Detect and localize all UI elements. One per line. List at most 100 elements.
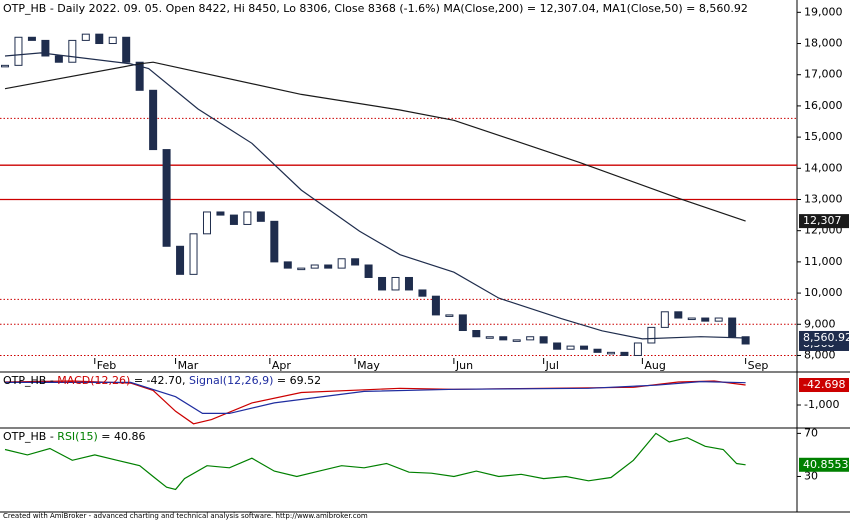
panel-title: OTP_HB - Daily 2022. 09. 05. Open 8422, … (3, 2, 748, 15)
candle (741, 336, 750, 345)
candle (539, 336, 548, 344)
candle (445, 314, 454, 317)
last-value-label: 8,560.92 (803, 331, 850, 344)
candle (108, 36, 117, 45)
candle (512, 339, 521, 342)
title-part: = 69.52 (273, 374, 321, 387)
candle (68, 39, 77, 63)
last-value-label: 12,307 (803, 214, 842, 227)
candle (310, 264, 319, 269)
candle (458, 314, 467, 332)
title-part: OTP_HB - (3, 374, 57, 387)
x-tick-label: Jun (455, 359, 473, 372)
last-value-label: -42.698 (803, 378, 845, 391)
candle (1, 64, 9, 68)
candle (485, 336, 494, 339)
last-value-box (799, 330, 849, 345)
title-part: Signal(12,26,9) (189, 374, 273, 387)
candle (149, 89, 158, 151)
candle (526, 336, 535, 341)
candle (243, 211, 252, 225)
y-tick-label: 19,000 (804, 5, 843, 18)
title-part: = -42.70, (130, 374, 189, 387)
line-series (4, 52, 746, 340)
candle (176, 245, 185, 275)
candle (728, 317, 737, 338)
candle (351, 258, 360, 266)
candle (633, 342, 642, 356)
y-tick-label: 14,000 (804, 161, 843, 174)
candle (593, 348, 602, 353)
candle (283, 261, 292, 269)
candle (674, 311, 683, 319)
candle (270, 220, 279, 263)
y-tick-label: 18,000 (804, 37, 843, 50)
line-series (4, 61, 746, 222)
candle (14, 36, 23, 66)
x-tick-label: Sep (748, 359, 769, 372)
x-tick-label: Feb (97, 359, 116, 372)
candle (620, 351, 629, 356)
candle (418, 289, 427, 297)
last-value-box (799, 378, 849, 393)
candle (364, 264, 373, 278)
candle (647, 326, 656, 344)
y-tick-label: 8,000 (804, 348, 836, 361)
candle (714, 317, 723, 322)
candle (701, 317, 710, 322)
candle (256, 211, 265, 222)
y-tick-label: 16,000 (804, 99, 843, 112)
candle (580, 345, 589, 350)
panel-title: OTP_HB - MACD(12,26) = -42.70, Signal(12… (3, 374, 321, 387)
title-part: OTP_HB - (3, 430, 57, 443)
candle (229, 214, 238, 225)
title-part: OTP_HB - Daily 2022. 09. 05. Open 8422, … (3, 2, 748, 15)
candle (378, 276, 387, 291)
candle (202, 211, 211, 235)
candle (687, 317, 696, 321)
last-value-box (799, 457, 849, 472)
y-tick-label: 13,000 (804, 192, 843, 205)
candle (135, 61, 144, 91)
candle (41, 39, 50, 57)
candle (54, 55, 63, 63)
candle (660, 311, 669, 328)
y-tick-label: 30 (804, 469, 818, 482)
candle (189, 233, 198, 275)
candle (324, 264, 333, 269)
footer: Created with AmiBroker - advanced charti… (3, 512, 368, 520)
x-tick-label: May (357, 359, 380, 372)
candle (391, 276, 400, 291)
candle (297, 267, 306, 271)
candle (404, 276, 413, 291)
y-tick-label: -1,000 (804, 398, 839, 411)
last-value-box (799, 214, 849, 229)
candle (606, 351, 615, 355)
candle (216, 211, 225, 216)
candle (499, 336, 508, 341)
candle (122, 36, 131, 63)
candle (81, 33, 90, 41)
y-tick-label: 70 (804, 426, 818, 439)
last-value-label: 40.8553 (803, 458, 849, 471)
candle (431, 295, 440, 316)
title-part: MACD(12,26) (57, 374, 130, 387)
candle (95, 33, 104, 45)
candle (553, 342, 562, 350)
candle (27, 36, 36, 41)
candle (162, 149, 171, 247)
x-tick-label: Jul (545, 359, 559, 372)
y-tick-label: 17,000 (804, 68, 843, 81)
title-part: RSI(15) (57, 430, 97, 443)
line-series (4, 432, 746, 491)
candle (472, 330, 481, 338)
panel-title: OTP_HB - RSI(15) = 40.86 (3, 430, 145, 443)
x-tick-label: Aug (644, 359, 665, 372)
y-tick-label: 10,000 (804, 286, 843, 299)
y-tick-label: 9,000 (804, 317, 836, 330)
candle (566, 345, 575, 350)
y-tick-label: 15,000 (804, 130, 843, 143)
line-series (5, 380, 746, 414)
y-tick-label: 11,000 (804, 255, 843, 268)
